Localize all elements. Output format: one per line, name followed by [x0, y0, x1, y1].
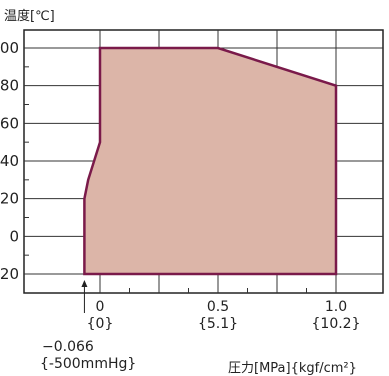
y-tick-label: 80: [0, 77, 19, 95]
marker-label: −0.066: [42, 339, 94, 355]
y-tick-label: 40: [0, 152, 19, 170]
operating-region: [83, 46, 338, 276]
marker-sublabel: {-500mmHg}: [40, 356, 136, 372]
x-tick-label: 1.0: [325, 299, 347, 315]
y-axis-ticks: 100 80 60 40 20 0 -20: [0, 39, 19, 283]
y-tick-label: 60: [0, 114, 19, 132]
x-tick-sublabel: {10.2}: [312, 316, 361, 332]
operating-region-shape: [83, 46, 338, 276]
y-tick-label: 20: [0, 190, 19, 208]
vacuum-marker: −0.066{-500mmHg}: [40, 280, 136, 372]
x-tick-label: 0.5: [207, 299, 229, 315]
x-axis-label: 圧力[MPa]{kgf/cm²}: [228, 361, 357, 376]
y-tick-label: 0: [9, 227, 19, 245]
x-tick-sublabel: {5.1}: [198, 316, 238, 332]
x-tick-sublabel: {0}: [87, 316, 114, 332]
x-axis-ticks: 0{0} 0.5{5.1} 1.0{10.2}: [87, 299, 361, 332]
y-tick-label: 100: [0, 39, 19, 57]
marker-arrow-head: [81, 280, 88, 287]
y-axis-label: 温度[℃]: [4, 8, 55, 24]
y-tick-label: -20: [0, 265, 19, 283]
x-tick-label: 0: [96, 299, 105, 315]
